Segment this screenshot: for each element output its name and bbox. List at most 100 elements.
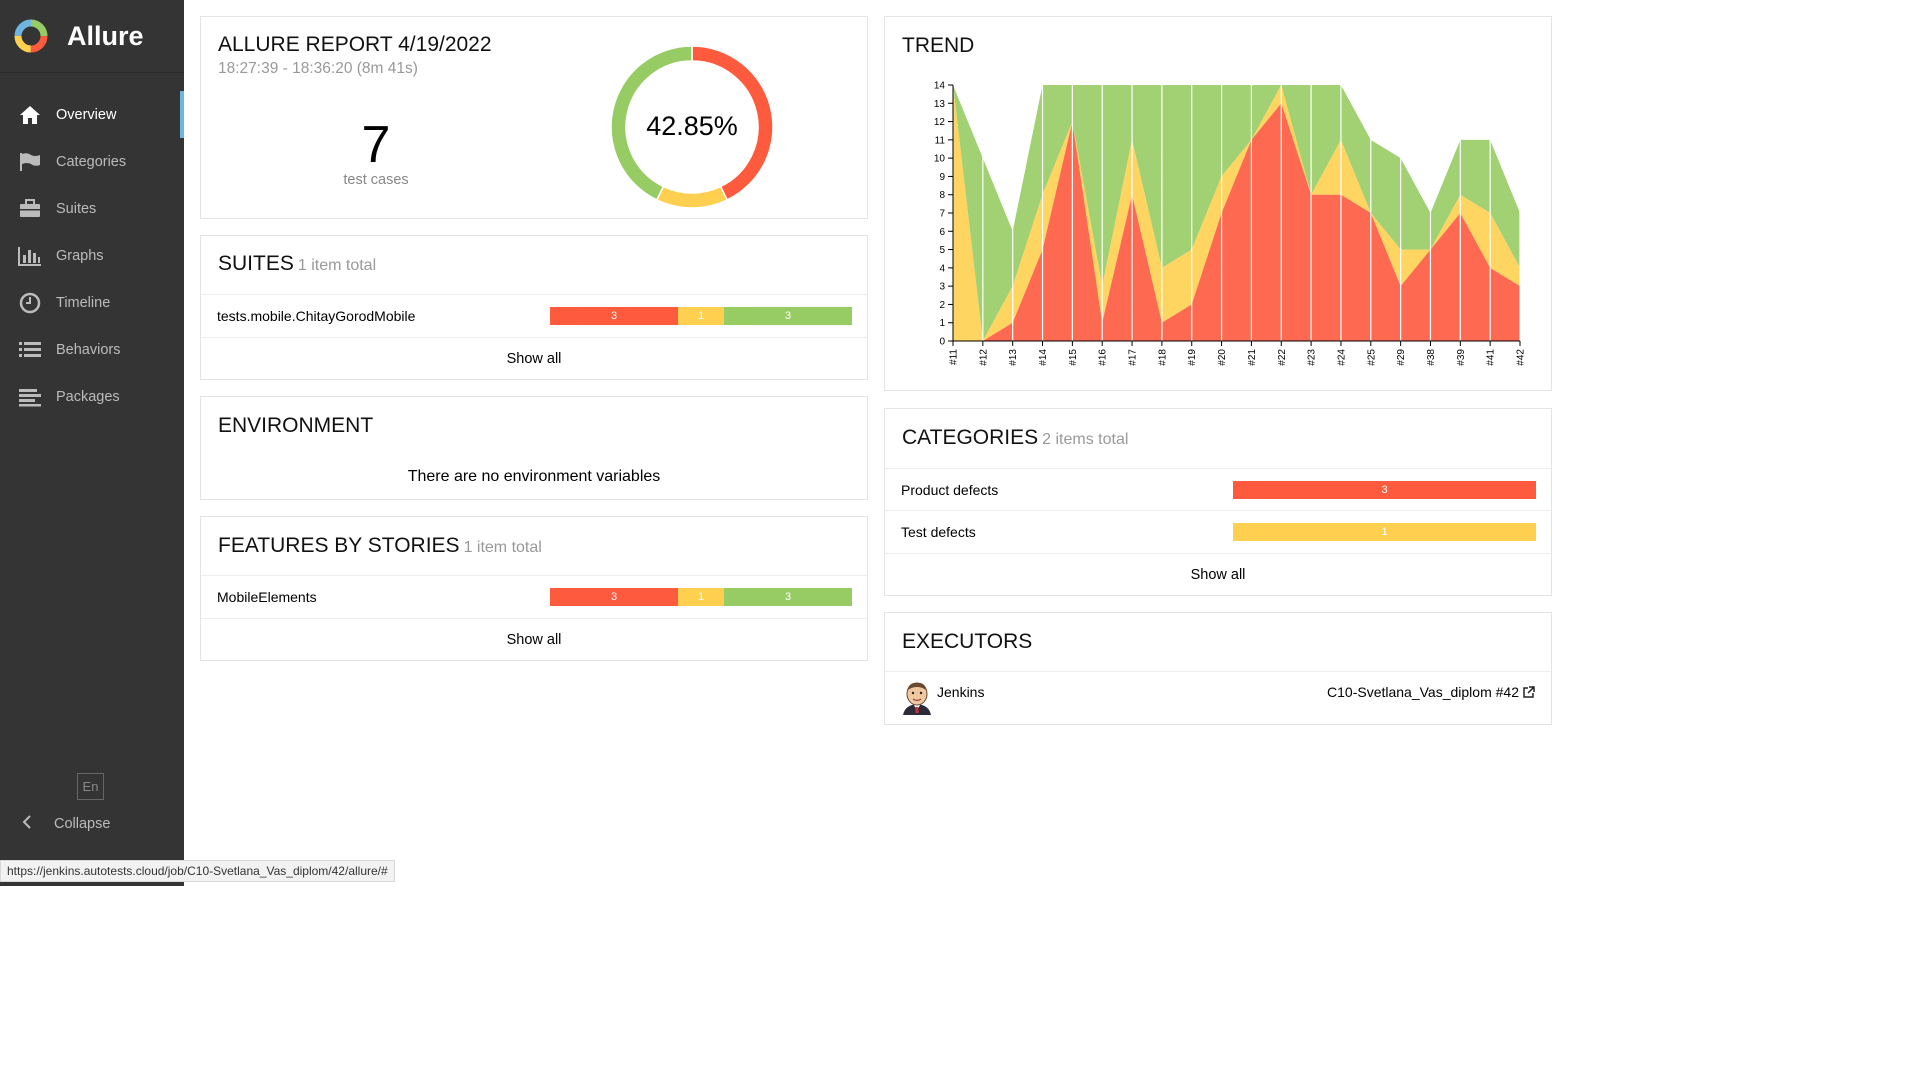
list-item[interactable]: Test defects 1	[885, 510, 1551, 553]
y-tick-label: 1	[939, 318, 945, 329]
x-tick-label[interactable]: #11	[949, 349, 960, 365]
summary-widget: ALLURE REPORT 4/19/2022 18:27:39 - 18:36…	[200, 16, 868, 219]
y-tick-label: 0	[939, 337, 945, 348]
y-tick-label: 7	[939, 209, 945, 220]
sidebar-item-packages[interactable]: Packages	[0, 373, 184, 420]
sidebar-item-graphs[interactable]: Graphs	[0, 232, 184, 279]
executor-build-link[interactable]: C10-Svetlana_Vas_diplom #42	[1327, 684, 1535, 700]
suites-show-all[interactable]: Show all	[201, 337, 867, 380]
trend-title: TREND	[902, 34, 975, 57]
y-tick-label: 2	[939, 300, 945, 311]
list-item[interactable]: Jenkins C10-Svetlana_Vas_diplom #42	[885, 671, 1551, 726]
x-tick-label[interactable]: #18	[1157, 349, 1168, 366]
status-bar: 3 1 3	[550, 588, 852, 606]
x-tick-label[interactable]: #23	[1307, 349, 1318, 366]
x-tick-label[interactable]: #13	[1008, 349, 1019, 366]
suite-name: tests.mobile.ChitayGorodMobile	[217, 308, 416, 324]
category-count-bar: 1	[1233, 523, 1536, 541]
x-tick-label[interactable]: #29	[1396, 349, 1407, 366]
y-tick-label: 3	[939, 282, 945, 293]
x-tick-label[interactable]: #16	[1098, 349, 1109, 366]
pass-percentage: 42.85%	[646, 111, 738, 141]
environment-widget: ENVIRONMENT There are no environment var…	[200, 396, 868, 500]
test-count: 7	[361, 116, 391, 174]
x-tick-label[interactable]: #20	[1217, 349, 1228, 366]
x-tick-label[interactable]: #17	[1128, 349, 1139, 366]
features-show-all[interactable]: Show all	[201, 618, 867, 661]
sidebar-item-label: Suites	[56, 200, 97, 217]
sidebar-item-timeline[interactable]: Timeline	[0, 279, 184, 326]
category-name: Product defects	[901, 482, 999, 498]
executor-name: Jenkins	[937, 684, 985, 700]
features-widget: FEATURES BY STORIES 1 item total MobileEl…	[200, 516, 868, 661]
environment-title: ENVIRONMENT	[218, 414, 374, 437]
y-tick-label: 12	[934, 117, 946, 128]
y-tick-label: 6	[939, 227, 945, 238]
trend-area-failed	[953, 103, 1520, 342]
x-tick-label[interactable]: #14	[1038, 349, 1049, 366]
list-item[interactable]: Product defects 3	[885, 468, 1551, 511]
y-tick-label: 14	[934, 81, 946, 92]
suites-widget: SUITES 1 item total tests.mobile.ChitayGo…	[200, 235, 868, 380]
category-count-bar: 3	[1233, 481, 1536, 499]
x-tick-label[interactable]: #42	[1516, 349, 1527, 366]
x-tick-label[interactable]: #15	[1068, 349, 1079, 366]
sidebar-item-label: Packages	[56, 388, 120, 405]
home-icon	[18, 103, 42, 127]
language-button[interactable]: En	[77, 773, 104, 800]
sidebar-item-label: Timeline	[56, 294, 111, 311]
x-tick-label[interactable]: #12	[978, 349, 989, 366]
x-tick-label[interactable]: #21	[1247, 349, 1258, 366]
executors-widget: EXECUTORS Jenkins C10-Svetlana_Vas_diplo…	[884, 612, 1552, 725]
x-tick-label[interactable]: #38	[1426, 349, 1437, 366]
x-tick-label[interactable]: #19	[1187, 349, 1198, 366]
sidebar-item-label: Behaviors	[56, 341, 121, 358]
allure-logo-icon	[14, 19, 48, 53]
sidebar-item-behaviors[interactable]: Behaviors	[0, 326, 184, 373]
report-title: ALLURE REPORT 4/19/2022	[218, 33, 492, 56]
status-bar-url: https://jenkins.autotests.cloud/job/C10-…	[0, 860, 395, 882]
brand[interactable]: Allure	[0, 0, 184, 73]
suites-subtitle: 1 item total	[297, 257, 377, 274]
collapse-button[interactable]: Collapse	[22, 815, 110, 833]
categories-widget: CATEGORIES 2 items total Product defects …	[884, 408, 1552, 596]
category-name: Test defects	[901, 524, 976, 540]
sidebar-item-overview[interactable]: Overview	[0, 91, 184, 138]
y-tick-label: 10	[934, 154, 946, 165]
passed-segment: 3	[724, 307, 852, 325]
x-tick-label[interactable]: #41	[1486, 349, 1497, 366]
list-item[interactable]: tests.mobile.ChitayGorodMobile 3 1 3	[201, 294, 867, 337]
x-tick-label[interactable]: #25	[1366, 349, 1377, 366]
list-icon	[18, 338, 42, 362]
y-tick-label: 13	[934, 99, 946, 110]
broken-segment: 1	[678, 307, 724, 325]
report-time: 18:27:39 - 18:36:20 (8m 41s)	[218, 60, 418, 77]
y-tick-label: 11	[935, 135, 946, 146]
donut-segment-passed[interactable]	[610, 45, 693, 201]
failed-segment: 3	[550, 588, 678, 606]
x-tick-label[interactable]: #39	[1456, 349, 1467, 366]
align-left-icon	[18, 385, 42, 409]
suites-title: SUITES	[218, 252, 294, 275]
jenkins-avatar-icon	[903, 682, 931, 715]
brand-name: Allure	[67, 20, 144, 51]
failed-segment: 3	[550, 307, 678, 325]
features-title: FEATURES BY STORIES	[218, 534, 460, 557]
categories-show-all[interactable]: Show all	[885, 553, 1551, 596]
sidebar-nav: Overview Categories Suites Graphs Timeli…	[0, 91, 184, 420]
status-bar: 3 1 3	[550, 307, 852, 325]
environment-message: There are no environment variables	[407, 468, 661, 485]
sidebar-item-label: Overview	[56, 106, 117, 123]
y-tick-label: 4	[939, 263, 945, 274]
donut-segment-broken[interactable]	[655, 185, 729, 209]
categories-title: CATEGORIES	[902, 426, 1039, 449]
test-count-label: test cases	[343, 172, 409, 188]
sidebar-item-suites[interactable]: Suites	[0, 185, 184, 232]
executors-title: EXECUTORS	[902, 630, 1033, 653]
sidebar-item-label: Graphs	[56, 247, 104, 264]
list-item[interactable]: MobileElements 3 1 3	[201, 575, 867, 618]
trend-widget: TREND 0 1 2 3 4 5 6 7 8 9 10 11 12 13 14 #11 #12 #13 #14 #1…	[884, 16, 1552, 391]
sidebar-item-categories[interactable]: Categories	[0, 138, 184, 185]
x-tick-label[interactable]: #24	[1336, 349, 1347, 366]
x-tick-label[interactable]: #22	[1277, 349, 1288, 366]
